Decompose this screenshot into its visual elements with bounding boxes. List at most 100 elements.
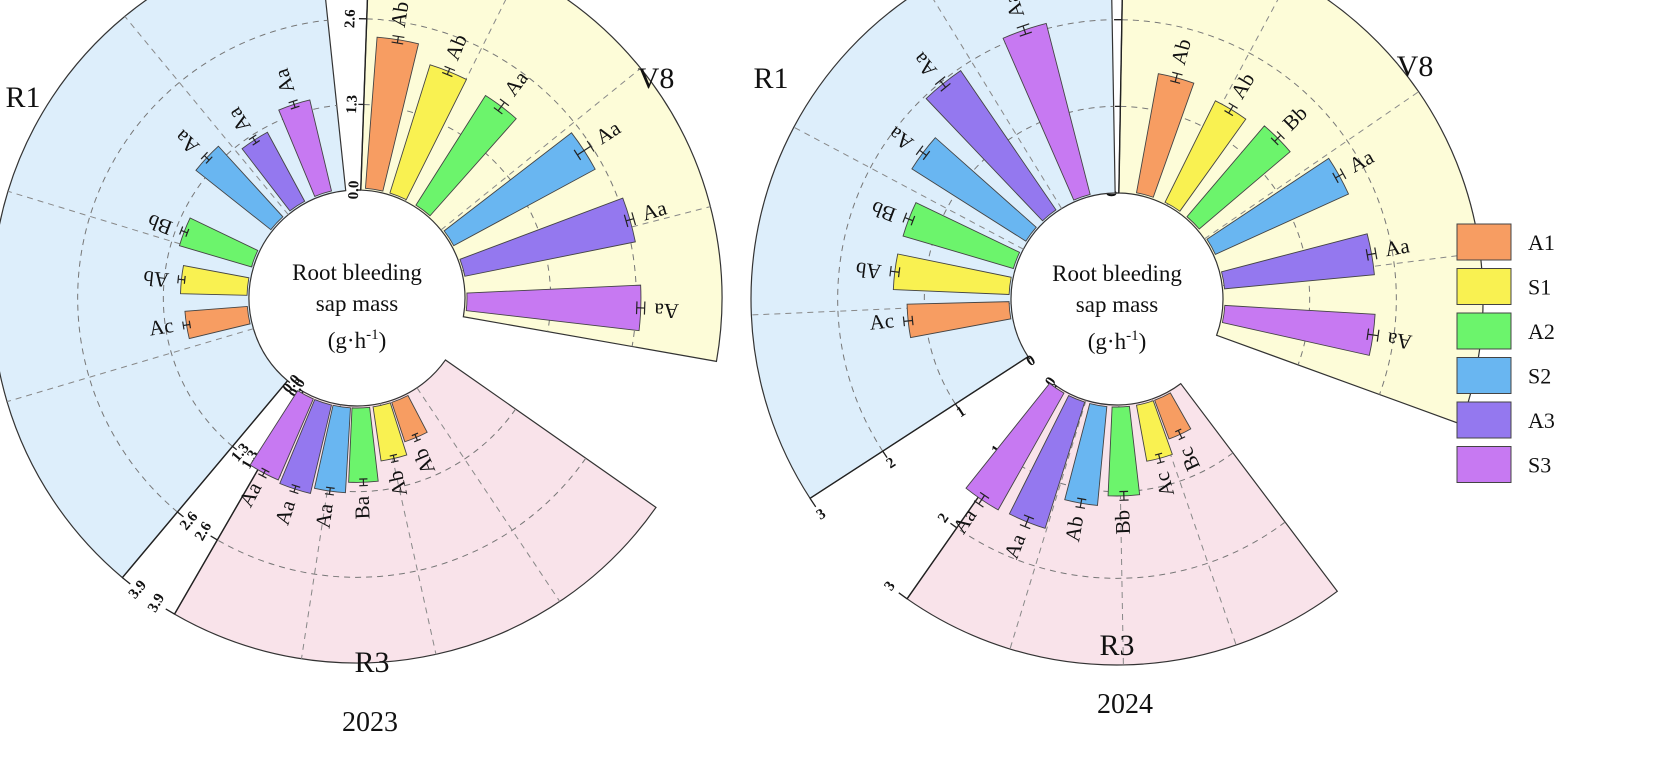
error-cap: [1376, 329, 1380, 342]
significance-label: Ab: [1060, 514, 1088, 543]
bar-v8-a1: [364, 36, 420, 192]
error-cap: [1172, 71, 1183, 76]
error-cap: [1339, 168, 1347, 180]
axis-tick: [121, 577, 131, 585]
bar-r3-a3: [279, 398, 333, 494]
center-label-line1: Root bleeding: [1052, 261, 1182, 286]
error-cap: [573, 149, 582, 161]
error-cap: [290, 105, 300, 110]
bar-v8-s2: [443, 132, 596, 247]
axis-tick: [1053, 383, 1057, 387]
bar-r1-s1: [892, 253, 1012, 295]
grid-spoke: [124, 16, 289, 215]
grid-spoke: [416, 387, 561, 602]
error-cap: [911, 315, 914, 326]
significance-label: Ba: [350, 495, 375, 520]
error-cap: [1170, 80, 1181, 84]
bar-r1-s3: [278, 99, 333, 198]
error-cap: [413, 438, 421, 443]
error-cap: [973, 500, 984, 508]
legend-swatch-s2: [1456, 357, 1512, 394]
error-cap: [179, 226, 184, 235]
error-cap: [444, 65, 456, 72]
error-cap: [205, 156, 213, 164]
error-bar: [939, 80, 947, 88]
error-cap: [897, 267, 901, 278]
error-cap: [324, 493, 334, 496]
error-bar: [919, 149, 927, 156]
error-bar: [293, 485, 297, 493]
error-cap: [390, 460, 399, 464]
error-cap: [291, 483, 301, 488]
error-cap: [979, 491, 990, 499]
error-bar: [1024, 516, 1030, 527]
error-cap: [1228, 102, 1238, 109]
error-cap: [1224, 110, 1234, 117]
axis-line: [360, 0, 369, 191]
stage-label-r1: R1: [5, 81, 40, 114]
error-cap: [1075, 506, 1086, 509]
bar-r1-a2: [178, 217, 259, 268]
bar-r1-s2: [195, 145, 284, 231]
error-cap: [188, 320, 192, 329]
stage-label-r1: R1: [753, 62, 788, 95]
error-cap: [1366, 328, 1370, 341]
error-cap: [1175, 428, 1182, 433]
bar-r1-s3: [1002, 22, 1091, 201]
bar-v8-s2: [1206, 157, 1350, 255]
bar-r3-a1: [1154, 392, 1192, 440]
error-bar: [178, 278, 185, 281]
error-cap: [288, 99, 298, 104]
error-cap: [1178, 436, 1186, 441]
axis-line: [1118, 0, 1123, 194]
grid-arc: [956, 521, 1286, 579]
axis-tick: [177, 511, 184, 518]
bar-v8-s1: [1164, 100, 1247, 212]
significance-label: Aa: [311, 501, 338, 529]
significance-label: Ab: [386, 0, 414, 29]
center-label-unit: (g·h-1): [1088, 328, 1147, 354]
bar-v8-s3: [1221, 304, 1376, 356]
center-label-unit: (g·h-1): [328, 327, 387, 353]
bar-r3-a2: [1107, 405, 1141, 497]
significance-label: Ac: [868, 308, 895, 334]
bar-r1-a1: [184, 305, 251, 340]
axis-tick: [898, 592, 908, 600]
error-cap: [915, 145, 924, 156]
error-bar: [328, 487, 331, 495]
error-bar: [203, 155, 210, 161]
error-cap: [1156, 460, 1165, 465]
error-cap: [1019, 31, 1033, 37]
error-bar: [1274, 134, 1282, 142]
grid-arc: [77, 19, 328, 513]
year-label-2024: 2024: [1097, 689, 1153, 720]
error-bar: [414, 434, 419, 441]
bar-r3-s1: [372, 402, 408, 462]
axis-tick-label: 1: [954, 404, 969, 422]
grid-spoke: [300, 404, 342, 659]
error-cap: [902, 316, 906, 327]
error-bar: [978, 495, 986, 505]
significance-label: Ab: [854, 257, 882, 284]
bar-r3-a3: [1008, 394, 1086, 529]
significance-label: Ab: [142, 266, 170, 293]
axis-line: [809, 356, 1029, 499]
legend-label-s3: S3: [1528, 453, 1551, 478]
error-bar: [625, 218, 634, 222]
error-cap: [493, 107, 503, 115]
year-label-2023: 2023: [342, 707, 398, 738]
sector-background: [750, 0, 1116, 500]
legend-label-s2: S2: [1528, 364, 1551, 389]
error-cap: [325, 486, 335, 489]
bar-v8-a3: [1220, 233, 1375, 290]
error-bar: [497, 101, 505, 112]
legend-label-s1: S1: [1528, 275, 1551, 300]
error-cap: [586, 140, 595, 152]
error-bar: [1367, 252, 1376, 256]
error-bar: [903, 319, 913, 323]
error-cap: [1276, 131, 1285, 140]
